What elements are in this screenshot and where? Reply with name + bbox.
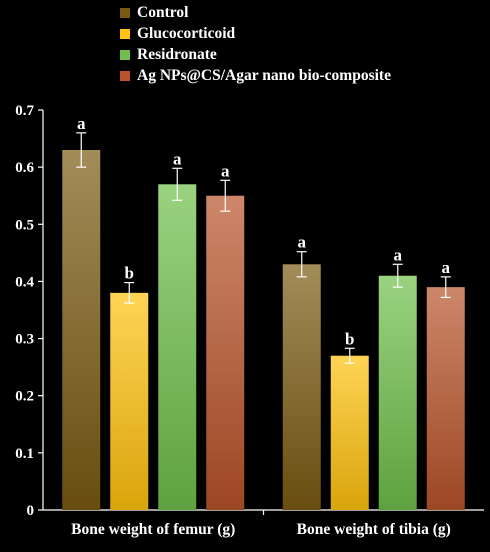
bar xyxy=(158,184,197,511)
y-tick-label: 0.7 xyxy=(15,103,34,119)
legend-swatch xyxy=(120,28,130,39)
legend-label: Glucocorticoid xyxy=(137,24,236,42)
bar xyxy=(378,275,417,510)
bar xyxy=(330,355,369,510)
significance-label: a xyxy=(394,245,403,264)
significance-label: a xyxy=(298,233,307,252)
legend: Control Glucocorticoid Residronate Ag NP… xyxy=(120,2,391,86)
bars xyxy=(62,132,465,511)
bar xyxy=(110,292,149,510)
y-tick-label: 0.4 xyxy=(15,274,34,290)
labels: Bone weight of femur (g) a b a a Bone weight … xyxy=(71,114,451,538)
bar xyxy=(206,195,245,510)
y-tick-label: 0.5 xyxy=(15,217,34,233)
legend-item-glucocorticoid: Glucocorticoid xyxy=(120,23,391,44)
significance-label: a xyxy=(77,114,86,133)
legend-swatch xyxy=(120,7,130,18)
legend-label: Residronate xyxy=(137,45,217,63)
x-category-label: Bone weight of femur (g) xyxy=(71,521,235,538)
significance-label: a xyxy=(173,149,182,168)
significance-label: b xyxy=(125,264,134,283)
legend-swatch xyxy=(120,49,130,60)
significance-label: a xyxy=(442,258,451,277)
y-tick-label: 0.6 xyxy=(15,160,34,176)
legend-item-ag-nps: Ag NPs@CS/Agar nano bio-composite xyxy=(120,65,391,86)
bar xyxy=(426,287,465,510)
bar xyxy=(62,150,101,510)
legend-swatch xyxy=(120,70,130,81)
bar xyxy=(282,264,321,510)
legend-label: Control xyxy=(137,3,189,21)
y-tick-label: 0 xyxy=(27,503,35,519)
legend-item-control: Control xyxy=(120,2,391,23)
y-tick-label: 0.2 xyxy=(15,389,34,405)
x-category-label: Bone weight of tibia (g) xyxy=(297,521,451,538)
significance-label: a xyxy=(221,161,230,180)
y-tick-label: 0.3 xyxy=(15,332,34,348)
significance-label: b xyxy=(345,329,354,348)
legend-label: Ag NPs@CS/Agar nano bio-composite xyxy=(137,66,391,84)
legend-item-residronate: Residronate xyxy=(120,44,391,65)
y-tick-label: 0.1 xyxy=(15,446,34,462)
